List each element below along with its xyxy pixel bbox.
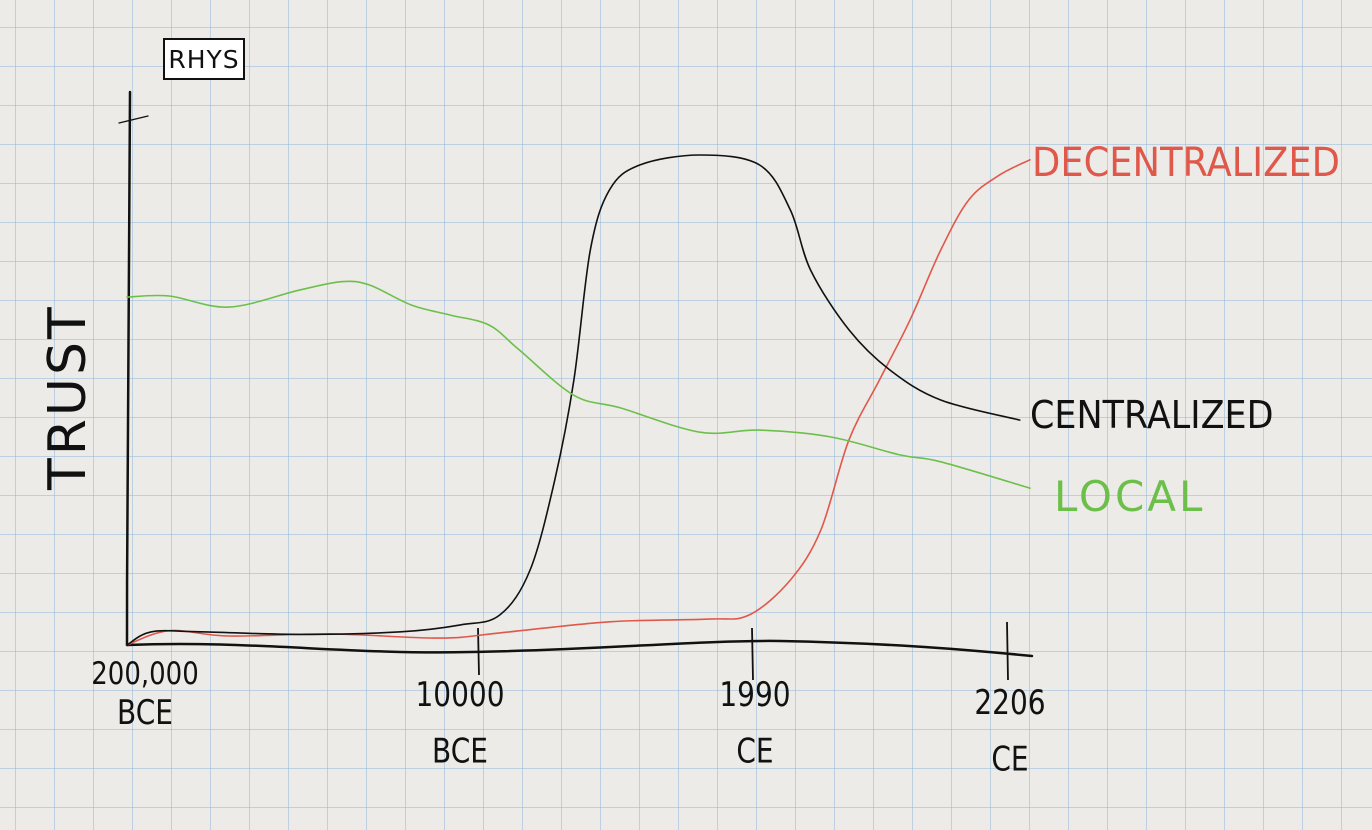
- x-tick-label-value: 2206: [974, 682, 1046, 723]
- x-tick-label-era: CE: [736, 730, 774, 771]
- series-label-centralized: CENTRALIZED: [1030, 393, 1274, 437]
- y-axis-top-tick: [118, 115, 149, 124]
- x-tick-label-value: 1990: [719, 674, 791, 715]
- x-tick-label-value: 10000: [415, 674, 505, 715]
- series-label-decentralized: DECENTRALIZED: [1032, 140, 1340, 186]
- x-axis: [125, 639, 1034, 658]
- author-label-box: RHYS: [163, 38, 245, 80]
- x-tick-label: 10000 BCE: [410, 671, 510, 776]
- x-tick-label: 1990 CE: [705, 671, 805, 776]
- x-tick-mark: [751, 627, 754, 681]
- x-tick-label-value: 200,000: [91, 656, 199, 693]
- series-line-centralized: [126, 154, 1021, 646]
- x-tick-mark: [1006, 621, 1009, 681]
- series-line-local: [126, 280, 1031, 489]
- y-axis: [125, 90, 132, 647]
- x-tick-label-era: BCE: [117, 692, 173, 732]
- x-tick-label: 200,000 BCE: [80, 653, 210, 737]
- x-tick-label-era: CE: [991, 738, 1029, 779]
- x-tick-label: 2206 CE: [960, 679, 1060, 784]
- x-tick-label-era: BCE: [432, 730, 488, 771]
- series-line-decentralized: [126, 159, 1031, 646]
- series-label-local: LOCAL: [1054, 472, 1206, 521]
